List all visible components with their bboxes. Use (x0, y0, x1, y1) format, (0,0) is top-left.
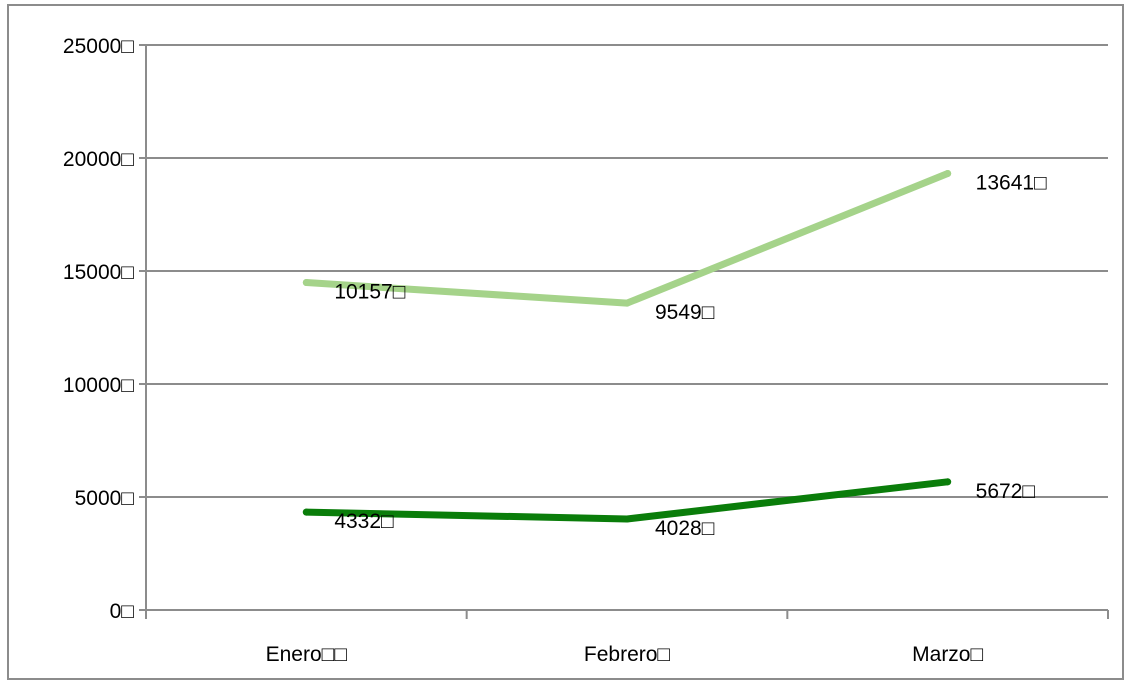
gridlines (146, 44, 1108, 498)
data-point (302, 279, 310, 287)
data-label: 13641□ (976, 172, 1047, 195)
axes (139, 44, 1109, 619)
data-point (944, 478, 952, 486)
y-tick-label: 25000□ (63, 35, 134, 58)
x-tick-label: Febrero□ (584, 643, 671, 666)
y-tick-label: 20000□ (63, 148, 134, 171)
x-tick-label: Enero□□ (266, 643, 348, 666)
data-point (302, 508, 310, 516)
chart-frame (7, 4, 1124, 680)
data-labels: 10157□ 9549□ 13641□ 4332□ 4028□ 5672□ (334, 172, 1047, 540)
data-label: 5672□ (976, 480, 1036, 503)
data-point (623, 515, 631, 523)
data-point (623, 299, 631, 307)
x-tick-label: Marzo□ (912, 643, 983, 666)
y-tick-label: 0□ (110, 600, 135, 623)
series-line-1 (302, 478, 952, 523)
x-axis-tick-labels: Enero□□ Febrero□ Marzo□ (266, 643, 984, 666)
y-axis-tick-labels: 0□ 5000□ 10000□ 15000□ 20000□ 25000□ (63, 35, 134, 623)
data-point (944, 170, 952, 178)
data-label: 4028□ (655, 517, 715, 540)
data-label: 4332□ (334, 510, 394, 533)
y-tick-label: 15000□ (63, 261, 134, 284)
data-label: 9549□ (655, 301, 715, 324)
y-tick-label: 10000□ (63, 374, 134, 397)
data-label: 10157□ (334, 281, 405, 304)
y-tick-label: 5000□ (75, 487, 135, 510)
series-lines (302, 170, 952, 523)
